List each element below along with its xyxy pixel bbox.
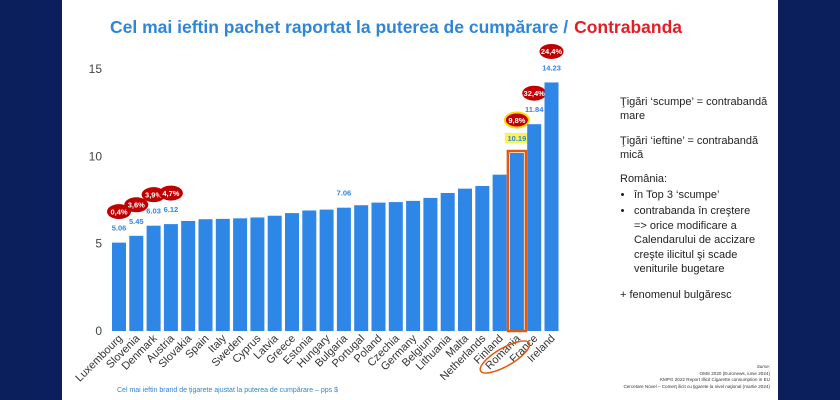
bar-chart: 051015Luxembourg5.060,4%Slovenia5.453,6%… [73, 43, 564, 384]
contraband-badge [124, 197, 149, 213]
bar [354, 205, 369, 331]
title-main: Cel mai ieftin pachet raportat la putere… [110, 17, 569, 37]
bar [336, 207, 351, 331]
notes-panel: Ţigări ‘scumpe’ = contrabandă mare Ţigăr… [620, 95, 775, 313]
bar [371, 202, 386, 331]
bullet-item: în Top 3 ‘scumpe’ [634, 188, 775, 202]
slide: Cel mai ieftin pachet raportat la putere… [62, 0, 778, 400]
bar [146, 225, 161, 331]
bar [215, 218, 230, 331]
bar [423, 197, 438, 331]
bar [509, 153, 524, 331]
y-tick-label: 10 [89, 149, 103, 163]
source-line: Cercetare Novel – Comerţ ilicit cu ţigar… [623, 383, 770, 389]
contraband-badge [522, 85, 547, 101]
title-highlight: Contrabanda [574, 17, 682, 37]
contraband-label: 32,4% [524, 89, 546, 98]
note-expensive: Ţigări ‘scumpe’ = contrabandă mare [620, 96, 768, 123]
value-label: 6.03 [146, 207, 161, 216]
bullet-item: => orice modificare a Calendarului de ac… [634, 220, 756, 275]
bar [198, 219, 213, 331]
y-tick-label: 0 [95, 324, 102, 338]
bar [440, 193, 455, 331]
chart-caption: Cel mai ieftin brand de ţigarete ajustat… [117, 387, 339, 394]
value-label: 5.45 [129, 217, 144, 226]
value-label: 6.12 [164, 205, 179, 214]
bar [163, 224, 178, 331]
bar [129, 235, 144, 331]
contraband-label: 24,4% [541, 47, 563, 56]
bar [527, 124, 542, 331]
romania-bullet-list: în Top 3 ‘scumpe’ contrabanda în creşter… [620, 188, 775, 276]
bar [181, 220, 196, 331]
sources-block: Surse: OMS 2020 (Euronews, iunie 2024) K… [623, 364, 770, 391]
bullet-item: contrabanda în creştere [634, 204, 775, 218]
highlight-label-ellipse [479, 340, 531, 374]
value-label: 10.19 [508, 134, 527, 143]
value-label: 7.06 [337, 189, 352, 198]
bar [302, 210, 317, 331]
highlight-bar-outline [506, 149, 528, 333]
value-label-highlight-bg [504, 133, 529, 144]
bar [267, 215, 282, 331]
value-label: 14.23 [542, 63, 561, 72]
value-label: 5.06 [112, 224, 127, 233]
contraband-badge [158, 185, 183, 201]
bar [406, 200, 421, 331]
note-romania-heading: România: [620, 173, 668, 186]
bar [233, 218, 248, 331]
source-line: OMS 2020 (Euronews, iunie 2024) [699, 370, 770, 376]
bar [544, 82, 559, 331]
contraband-label: 4,7% [162, 189, 179, 198]
bar [475, 186, 490, 331]
contraband-label: 3,6% [128, 201, 145, 210]
note-bulgarian: + fenomenul bulgăresc [620, 289, 732, 302]
y-tick-label: 5 [95, 237, 102, 251]
chart-title: Cel mai ieftin pachet raportat la putere… [110, 17, 682, 38]
bar [388, 202, 403, 331]
bar [112, 242, 126, 331]
contraband-label: 9,8% [508, 116, 525, 125]
sources-label: Surse: [756, 364, 770, 369]
bar [458, 188, 472, 331]
contraband-label: 3,9% [145, 190, 162, 199]
note-cheap: Ţigări ‘ieftine’ = contrabandă mică [620, 134, 759, 161]
contraband-badge [107, 204, 131, 220]
value-label: 11.84 [525, 105, 544, 114]
bar [250, 217, 265, 331]
bar [319, 209, 334, 331]
bar [492, 174, 507, 331]
contraband-badge [539, 43, 564, 59]
source-line: KMPG 2022 Report Illicit Cigarette consu… [659, 377, 770, 383]
contraband-label: 0,4% [110, 207, 127, 216]
contraband-badge [503, 111, 530, 129]
y-tick-label: 15 [89, 62, 103, 76]
bar [285, 213, 299, 331]
